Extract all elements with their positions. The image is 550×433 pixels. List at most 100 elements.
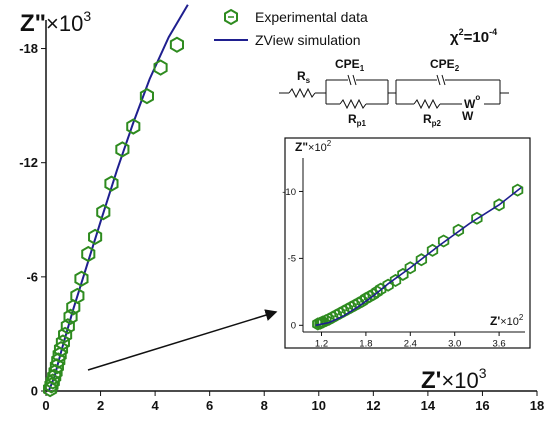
inset-x-ticks: 1.2 1.8 2.4 3.0 3.6: [315, 332, 506, 350]
chi-eq: =10: [464, 29, 489, 46]
main-simulation-series: [47, 4, 189, 392]
simulation-line: [47, 4, 189, 392]
equivalent-circuit: [279, 74, 509, 110]
data-point: [363, 289, 376, 304]
inset-x-label-rest: ×10: [500, 316, 519, 328]
main-x-ticks: 0 2 4 6 8 10 12 14 16 18: [42, 391, 544, 413]
data-point: [48, 363, 63, 381]
legend-label-simulation: ZView simulation: [255, 32, 361, 48]
x-tick-label: 12: [366, 398, 380, 413]
wo-label: Wo: [464, 93, 480, 111]
main-y-label-main: Z": [20, 10, 46, 37]
x-tick-label: 18: [530, 398, 544, 413]
data-point: [115, 141, 130, 158]
inset-x-axis-label: Z'×102: [490, 313, 524, 328]
x-tick-label: 0: [42, 398, 49, 413]
rp2-label: Rp2: [423, 112, 442, 128]
main-y-label-exp: 3: [83, 8, 91, 24]
x-tick-label: 14: [421, 398, 436, 413]
y-tick-label: -5: [288, 254, 296, 265]
x-tick-label: 10: [312, 398, 326, 413]
x-tick-label: 6: [206, 398, 213, 413]
rp2-resistor: [413, 98, 441, 110]
inset-x-label-main: Z': [490, 314, 500, 328]
x-tick-label: 16: [475, 398, 489, 413]
zoom-arrow: [87, 309, 278, 371]
inset-y-label-exp: 2: [327, 139, 332, 148]
data-point: [511, 183, 524, 197]
data-point: [52, 346, 67, 364]
data-point: [349, 298, 361, 312]
rp1-resistor: [339, 98, 367, 110]
data-point: [70, 287, 85, 305]
data-point: [96, 204, 111, 221]
data-point: [169, 36, 184, 53]
main-x-label-exp: 3: [479, 365, 487, 381]
legend-label-experimental: Experimental data: [255, 9, 368, 25]
cpe1-plate-b: [352, 74, 357, 86]
data-point: [47, 368, 62, 385]
x-tick-label: 8: [261, 398, 268, 413]
simulation-line: [315, 186, 522, 327]
main-y-label-rest: ×10: [46, 11, 83, 36]
main-axes: [45, 20, 537, 392]
chi-symbol: χ: [450, 29, 459, 46]
y-tick-label: -10: [282, 187, 296, 198]
main-x-label-rest: ×10: [441, 368, 478, 393]
x-tick-label: 2.4: [404, 339, 417, 350]
x-tick-label: 3.0: [448, 339, 461, 350]
rs-label: Rs: [297, 69, 311, 85]
legend-marker-experimental: [224, 8, 238, 26]
data-point: [360, 292, 372, 306]
x-tick-label: 3.6: [492, 339, 505, 350]
data-point: [104, 175, 119, 192]
data-point: [81, 245, 96, 263]
data-point: [315, 316, 328, 330]
main-y-axis-label: Z"×103: [20, 8, 91, 37]
inset-y-axis-label: Z"×102: [295, 139, 332, 154]
data-point: [49, 358, 64, 375]
data-point: [139, 87, 154, 105]
x-tick-label: 1.8: [359, 339, 372, 350]
data-point: [345, 300, 357, 314]
data-point: [312, 317, 324, 331]
main-y-ticks: 0 -6 -12 -18: [19, 41, 46, 399]
chi-squared-annotation: χ2=10-4: [450, 27, 497, 46]
inset-y-label-main: Z": [295, 140, 308, 154]
y-tick-label: -12: [19, 155, 38, 170]
data-point: [334, 306, 346, 320]
main-experimental-series: [43, 36, 184, 398]
chi-exp: 2: [459, 27, 464, 37]
data-point: [66, 299, 81, 316]
data-point: [53, 340, 69, 358]
data-point: [74, 270, 89, 287]
y-tick-label: -18: [19, 41, 38, 56]
data-point: [323, 312, 335, 326]
x-tick-label: 4: [151, 398, 159, 413]
inset-y-label-rest: ×10: [308, 142, 327, 154]
rs-resistor: [288, 87, 316, 99]
data-point: [352, 296, 365, 310]
data-point: [126, 118, 141, 135]
inset-y-ticks: 0 -5 -10: [282, 187, 303, 332]
legend: Experimental data ZView simulation: [214, 8, 368, 48]
cpe2-plate-a: [436, 74, 441, 86]
data-point: [330, 308, 342, 322]
data-point: [341, 302, 354, 316]
y-tick-label: -6: [26, 269, 38, 284]
data-point: [382, 278, 394, 292]
chi-val-exp: -4: [489, 27, 497, 37]
cpe2-plate-b: [441, 74, 446, 86]
data-point: [356, 294, 368, 308]
rp1-label: Rp1: [348, 112, 367, 128]
y-tick-label: 0: [31, 384, 38, 399]
data-point: [326, 310, 339, 324]
main-x-label-main: Z': [421, 367, 441, 394]
cpe1-label: CPE1: [335, 57, 365, 73]
cpe2-label: CPE2: [430, 57, 460, 73]
cpe1-plate-a: [347, 74, 352, 86]
inset-frame: [284, 137, 531, 349]
data-point: [88, 228, 103, 246]
y-tick-label: 0: [291, 321, 296, 332]
